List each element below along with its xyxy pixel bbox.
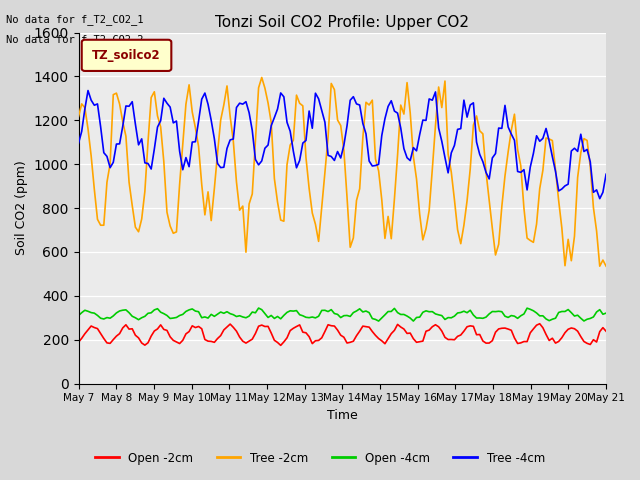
Text: No data for f_T2_CO2_1: No data for f_T2_CO2_1 <box>6 14 144 25</box>
Text: No data for f_T2_CO2_2: No data for f_T2_CO2_2 <box>6 34 144 45</box>
Text: TZ_soilco2: TZ_soilco2 <box>92 49 161 62</box>
Legend: Open -2cm, Tree -2cm, Open -4cm, Tree -4cm: Open -2cm, Tree -2cm, Open -4cm, Tree -4… <box>90 447 550 469</box>
Y-axis label: Soil CO2 (ppm): Soil CO2 (ppm) <box>15 161 28 255</box>
X-axis label: Time: Time <box>327 409 358 422</box>
Title: Tonzi Soil CO2 Profile: Upper CO2: Tonzi Soil CO2 Profile: Upper CO2 <box>215 15 469 30</box>
